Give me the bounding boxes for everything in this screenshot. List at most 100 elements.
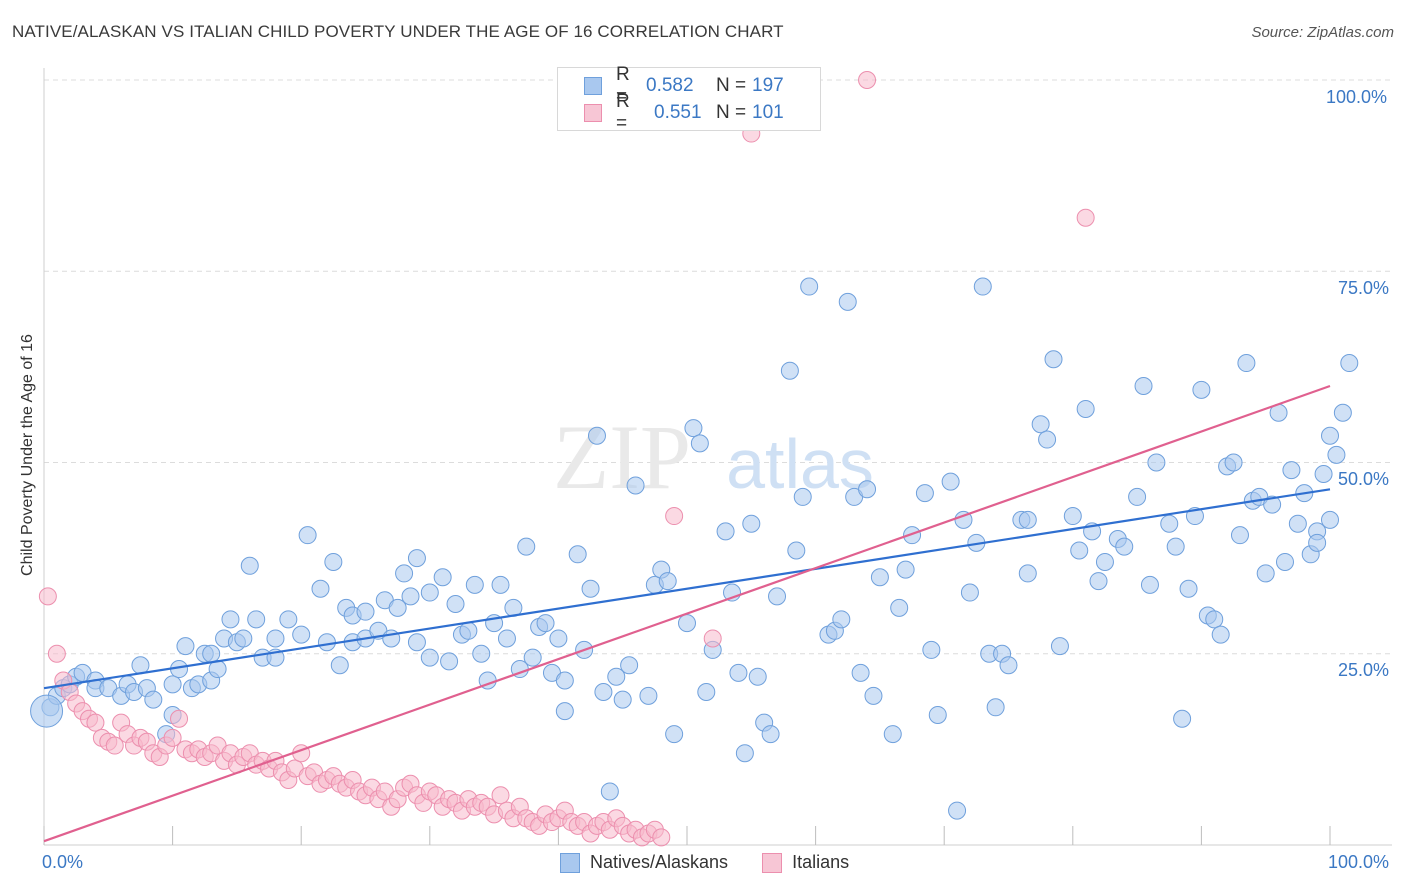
natives-point xyxy=(832,610,851,629)
natives-point xyxy=(729,663,748,682)
natives-point xyxy=(748,667,767,686)
series-legend-italians: Italians xyxy=(762,852,849,873)
natives-point xyxy=(1288,514,1307,533)
legend-n-value-italians: 101 xyxy=(752,102,784,123)
natives-point xyxy=(266,629,285,648)
natives-point xyxy=(1089,572,1108,591)
natives-point xyxy=(581,579,600,598)
natives-point xyxy=(678,614,696,633)
chart-source: Source: ZipAtlas.com xyxy=(1251,24,1394,41)
natives-point xyxy=(568,545,587,564)
natives-point xyxy=(870,568,889,587)
natives-point xyxy=(768,587,787,606)
natives-point xyxy=(928,705,947,724)
series-legend: Natives/Alaskans Italians xyxy=(560,852,883,873)
natives-point xyxy=(549,629,568,648)
natives-point xyxy=(973,277,992,296)
natives-point xyxy=(1063,507,1082,526)
legend-n-label: N = xyxy=(716,75,747,96)
natives-point xyxy=(922,640,941,659)
natives-point xyxy=(472,644,491,663)
natives-point xyxy=(1128,487,1147,506)
natives-point xyxy=(1192,380,1211,399)
natives-point xyxy=(1160,514,1179,533)
natives-point xyxy=(1031,415,1050,434)
natives-point xyxy=(131,656,150,675)
natives-point xyxy=(163,675,182,694)
natives-point xyxy=(523,648,542,667)
series-swatch-italians xyxy=(762,852,783,873)
y-tick-label-25: 25.0% xyxy=(1338,660,1390,680)
natives-point xyxy=(735,744,754,763)
natives-point xyxy=(915,484,934,503)
natives-point xyxy=(864,686,883,705)
italians-point xyxy=(105,736,124,755)
natives-point xyxy=(401,587,420,606)
italians-point xyxy=(652,828,671,847)
chart-title: NATIVE/ALASKAN VS ITALIAN CHILD POVERTY … xyxy=(12,22,784,41)
legend-row-natives: R = 0.582 N = 197 xyxy=(584,64,784,107)
natives-point xyxy=(1263,495,1282,514)
natives-point xyxy=(793,487,812,506)
natives-point xyxy=(960,583,979,602)
natives-point xyxy=(234,629,253,648)
natives-point xyxy=(420,583,439,602)
natives-point xyxy=(1282,461,1301,480)
legend-n-label: N = xyxy=(716,102,747,123)
natives-point xyxy=(1095,552,1114,571)
natives-point xyxy=(787,541,806,560)
natives-point xyxy=(594,683,613,701)
y-tick-label-50: 50.0% xyxy=(1338,469,1390,489)
natives-point xyxy=(1237,354,1256,373)
italians-point xyxy=(38,587,57,606)
natives-point xyxy=(858,480,877,499)
natives-point xyxy=(697,683,716,701)
data-points xyxy=(30,71,1359,847)
natives-point xyxy=(1147,453,1166,472)
natives-point xyxy=(1224,453,1243,472)
natives-point xyxy=(491,575,510,594)
natives-point xyxy=(838,292,857,311)
italians-point xyxy=(858,71,877,89)
natives-point xyxy=(761,725,780,744)
natives-point xyxy=(1308,533,1327,552)
natives-point xyxy=(356,602,375,621)
natives-point xyxy=(620,656,639,675)
legend-swatch-natives xyxy=(584,77,602,95)
natives-point xyxy=(658,572,677,591)
natives-point xyxy=(536,614,555,633)
natives-point xyxy=(1211,625,1230,644)
legend-row-italians: R = 0.551 N = 101 xyxy=(584,91,784,134)
natives-point xyxy=(800,277,819,296)
natives-point xyxy=(1275,552,1294,571)
natives-point xyxy=(639,686,658,705)
natives-point xyxy=(896,560,915,579)
natives-point xyxy=(665,725,684,744)
natives-point xyxy=(613,690,632,709)
natives-point xyxy=(1256,564,1275,583)
legend: R = 0.582 N = 197 R = 0.551 N = 101 xyxy=(557,64,821,134)
natives-point xyxy=(1205,610,1224,629)
italians-point xyxy=(491,786,510,805)
natives-point xyxy=(176,637,195,656)
natives-point xyxy=(1018,564,1037,583)
natives-point xyxy=(221,610,240,629)
italians-trend-line xyxy=(43,384,1331,843)
axes xyxy=(43,68,1392,846)
natives-point xyxy=(684,419,703,438)
natives-point xyxy=(851,663,870,682)
natives-trend-line xyxy=(43,488,1331,690)
italians-point xyxy=(86,713,105,732)
natives-point xyxy=(247,610,266,629)
natives-point xyxy=(388,598,407,617)
natives-point xyxy=(311,579,330,598)
legend-r-value-italians: 0.551 xyxy=(654,102,702,123)
natives-point xyxy=(587,426,606,445)
natives-point xyxy=(742,514,761,533)
natives-point xyxy=(555,702,574,721)
natives-point xyxy=(144,690,163,709)
natives-point xyxy=(1070,541,1089,560)
natives-point xyxy=(999,656,1018,675)
natives-point xyxy=(1327,445,1346,464)
